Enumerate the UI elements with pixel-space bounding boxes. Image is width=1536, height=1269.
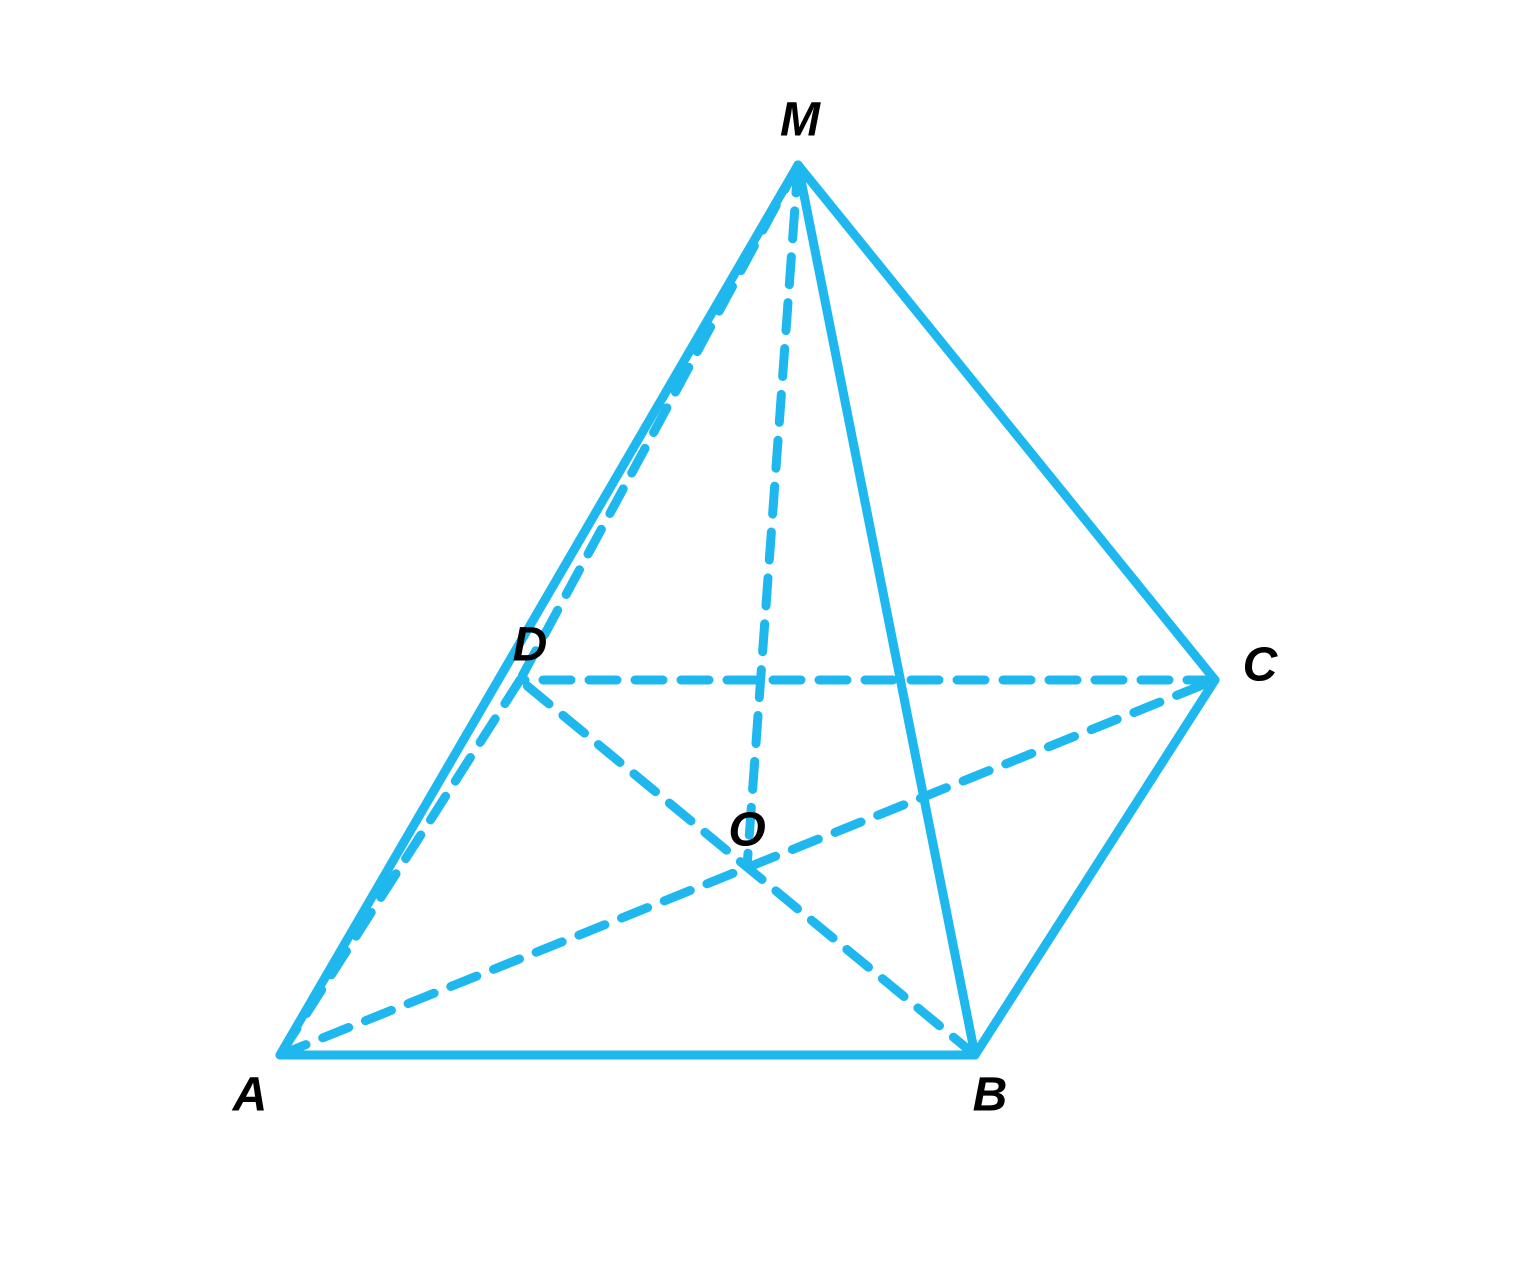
label-A: A — [233, 1068, 268, 1123]
edge-M-B — [798, 165, 975, 1055]
diagram-svg — [0, 0, 1536, 1269]
edge-B-C — [975, 680, 1215, 1055]
label-O: O — [728, 803, 765, 858]
pyramid-diagram: M A B C D O — [0, 0, 1536, 1269]
edge-D-A — [280, 680, 520, 1055]
label-B: B — [973, 1068, 1008, 1123]
edge-M-A — [280, 165, 798, 1055]
edge-M-D — [520, 165, 798, 680]
label-C: C — [1243, 638, 1278, 693]
edge-M-C — [798, 165, 1215, 680]
edge-M-O — [747, 165, 798, 867]
label-M: M — [780, 93, 820, 148]
label-D: D — [513, 618, 548, 673]
